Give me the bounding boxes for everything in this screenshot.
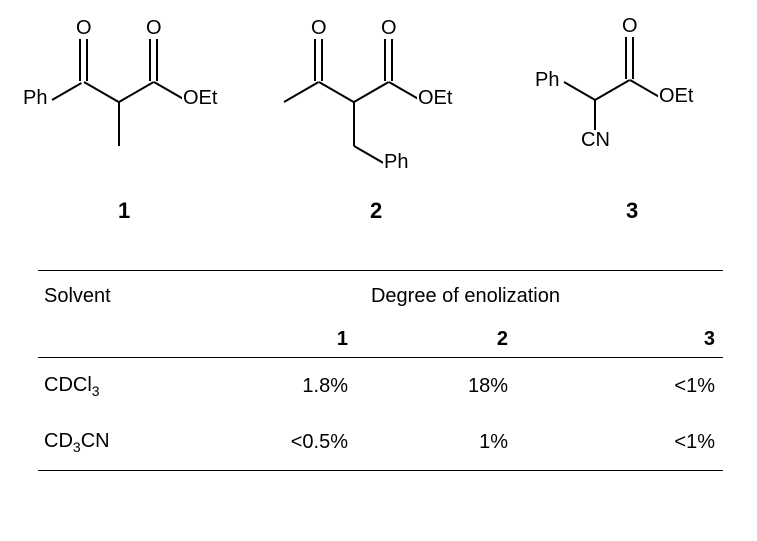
atom-oet: OEt [182, 88, 218, 108]
atom-o: O [310, 18, 328, 38]
atom-o: O [621, 16, 639, 36]
molecule-3: Ph CN O OEt [532, 10, 742, 180]
bond [353, 102, 355, 146]
col-header-2: 2 [378, 328, 548, 351]
atom-o: O [75, 18, 93, 38]
atom-ph: Ph [534, 70, 560, 90]
molecule-1: Ph O O OEt [20, 10, 240, 180]
table-rule [38, 470, 723, 471]
bond [354, 81, 390, 103]
atom-oet: OEt [417, 88, 453, 108]
bond [149, 39, 151, 81]
bond [630, 79, 660, 98]
cell-value: <1% [548, 375, 723, 398]
bond [595, 79, 631, 101]
atom-cn: CN [580, 130, 611, 150]
bond [314, 39, 316, 81]
table-title: Degree of enolization [208, 285, 723, 308]
col-header-solvent: Solvent [38, 285, 208, 308]
compound-labels: 1 2 3 [0, 198, 757, 228]
structures-row: Ph O O OEt [0, 0, 757, 200]
col-header-3: 3 [548, 328, 723, 351]
enolization-table: Solvent Degree of enolization 1 2 3 CDCl… [38, 270, 723, 471]
bond [384, 39, 386, 81]
compound-label-1: 1 [118, 198, 130, 224]
cell-solvent: CDCl3 [38, 374, 208, 399]
molecule-2: O Ph O OEt [272, 10, 492, 200]
bond [84, 81, 120, 103]
bond [391, 39, 393, 81]
bond [319, 81, 355, 103]
compound-label-3: 3 [626, 198, 638, 224]
col-header-1: 1 [208, 328, 378, 351]
bond [594, 100, 596, 132]
bond [118, 102, 120, 146]
cell-value: 18% [378, 375, 548, 398]
bond [284, 81, 320, 103]
bond [52, 82, 82, 101]
bond [632, 37, 634, 79]
atom-o: O [380, 18, 398, 38]
compound-label-2: 2 [370, 198, 382, 224]
bond [86, 39, 88, 81]
bond [389, 81, 419, 100]
cell-value: <0.5% [208, 431, 378, 454]
cell-value: 1% [378, 431, 548, 454]
bond [625, 37, 627, 79]
bond [156, 39, 158, 81]
bond [79, 39, 81, 81]
cell-solvent: CD3CN [38, 430, 208, 455]
bond [154, 81, 184, 100]
atom-oet: OEt [658, 86, 694, 106]
atom-ph: Ph [22, 88, 48, 108]
bond [354, 145, 386, 165]
bond [119, 81, 155, 103]
page: Ph O O OEt [0, 0, 757, 541]
atom-ph: Ph [383, 152, 409, 172]
bond [564, 81, 596, 101]
bond [321, 39, 323, 81]
cell-value: 1.8% [208, 375, 378, 398]
atom-o: O [145, 18, 163, 38]
cell-value: <1% [548, 431, 723, 454]
